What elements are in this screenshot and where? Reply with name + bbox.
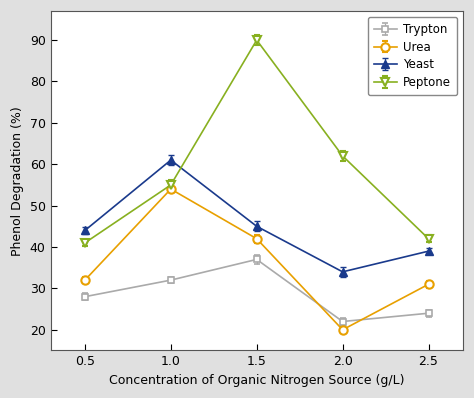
Legend: Trypton, Urea, Yeast, Peptone: Trypton, Urea, Yeast, Peptone [368, 17, 457, 95]
Y-axis label: Phenol Degradation (%): Phenol Degradation (%) [11, 106, 24, 256]
X-axis label: Concentration of Organic Nitrogen Source (g/L): Concentration of Organic Nitrogen Source… [109, 374, 404, 387]
